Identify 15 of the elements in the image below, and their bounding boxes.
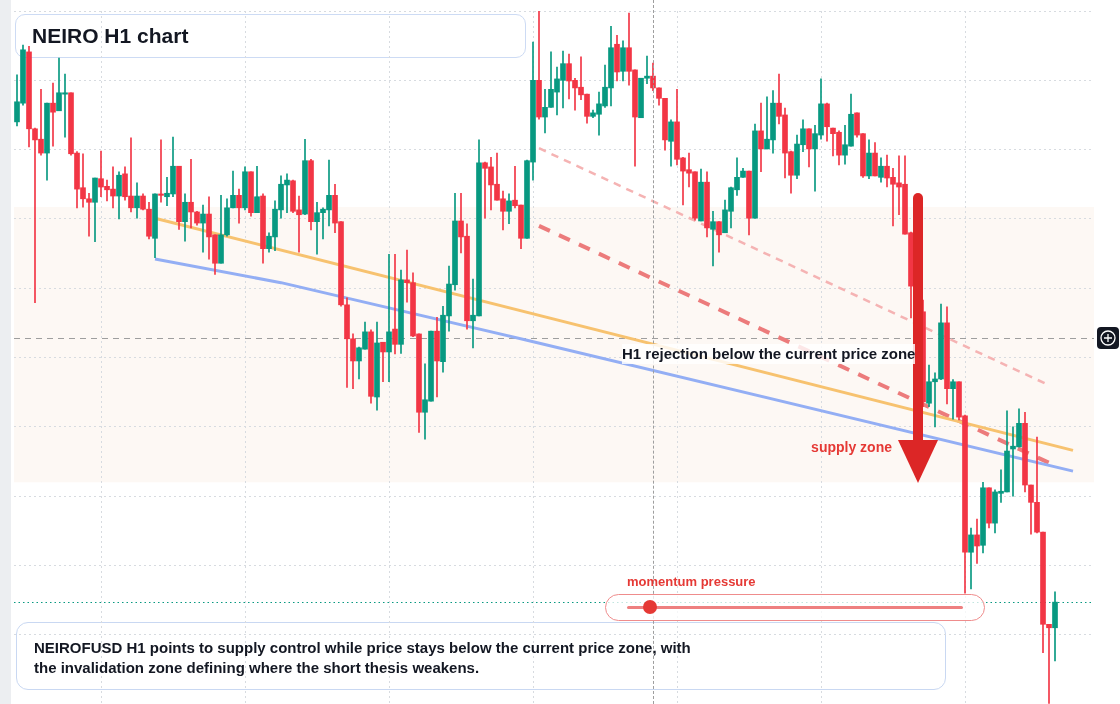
candlestick — [710, 210, 716, 267]
text: NEIRO H1 chart — [32, 24, 189, 48]
candlestick — [188, 158, 194, 229]
candlestick — [200, 204, 206, 253]
annotation: NEIROFUSD H1 points to supply control while price stays below the current price zone, with the invalidation zone defining where the short thesis weakens. — [34, 638, 692, 678]
band-label: supply zone — [811, 439, 893, 456]
candlestick — [386, 253, 392, 383]
candlestick — [158, 139, 164, 203]
annotation: H1 rejection below the current price zone — [622, 344, 916, 364]
candlestick — [50, 82, 56, 147]
candlestick — [974, 518, 980, 564]
annotation: momentum pressure — [627, 574, 756, 590]
candlestick — [380, 341, 386, 383]
candlestick — [950, 379, 956, 420]
candlestick — [392, 253, 398, 355]
